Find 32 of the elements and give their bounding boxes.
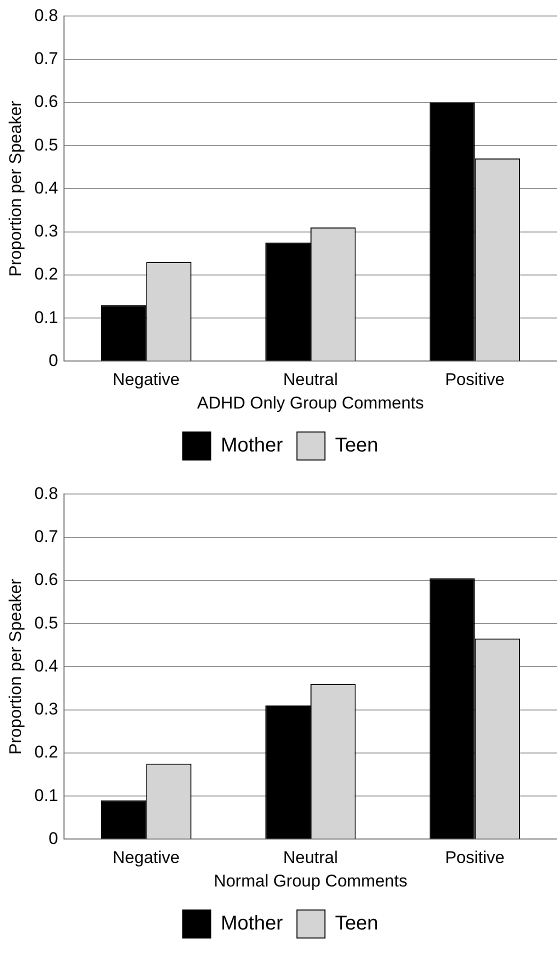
y-tick-label: 0.5 xyxy=(34,135,58,154)
y-tick-label: 0.1 xyxy=(34,308,58,327)
x-tick-label: Neutral xyxy=(283,370,338,390)
y-tick-label: 0.5 xyxy=(34,613,58,632)
y-tick-label: 0.2 xyxy=(34,742,58,762)
x-tick-label: Positive xyxy=(445,370,505,390)
legend-label: Mother xyxy=(220,912,284,935)
x-axis-title: ADHD Only Group Comments xyxy=(197,393,424,412)
x-tick-label: Negative xyxy=(112,370,180,390)
x-axis-title: Normal Group Comments xyxy=(214,871,408,890)
y-tick-label: 0.7 xyxy=(34,49,58,68)
y-tick-label: 0 xyxy=(48,828,58,848)
legend-label: Teen xyxy=(334,912,378,935)
y-axis-title: Proportion per Speaker xyxy=(6,100,25,277)
x-tick-label: Negative xyxy=(112,848,180,868)
x-tick-label: Neutral xyxy=(283,848,338,868)
y-tick-label: 0.3 xyxy=(34,222,58,241)
y-tick-label: 0.6 xyxy=(34,570,58,590)
y-axis-title: Proportion per Speaker xyxy=(6,578,25,755)
legend-label: Mother xyxy=(220,434,284,457)
legend-label: Teen xyxy=(334,434,378,457)
y-tick-label: 0.8 xyxy=(34,6,58,25)
y-tick-label: 0.2 xyxy=(34,264,58,284)
y-tick-label: 0.4 xyxy=(34,656,58,676)
y-tick-label: 0 xyxy=(48,350,58,370)
y-tick-label: 0.3 xyxy=(34,700,58,719)
y-tick-label: 0.6 xyxy=(34,92,58,112)
y-tick-label: 0.7 xyxy=(34,527,58,546)
y-tick-label: 0.8 xyxy=(34,484,58,503)
x-tick-label: Positive xyxy=(445,848,505,868)
y-tick-label: 0.4 xyxy=(34,178,58,198)
y-tick-label: 0.1 xyxy=(34,786,58,805)
